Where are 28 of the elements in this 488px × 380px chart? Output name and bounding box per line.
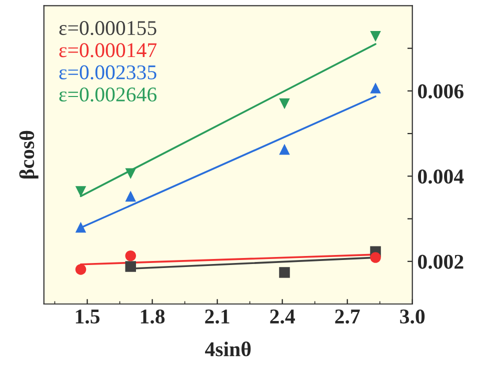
y-axis-title: βcosθ — [19, 130, 38, 178]
x-axis-title: 4sinθ — [205, 342, 251, 356]
x-tick-label: 2.4 — [270, 310, 295, 324]
text: ε=0.002335 — [59, 65, 156, 80]
text: ε=0.000147 — [59, 43, 157, 58]
point — [370, 252, 381, 263]
x-tick-label: 2.7 — [335, 310, 360, 324]
point — [279, 267, 290, 278]
y-tick-label: 0.004 — [418, 170, 464, 184]
point — [125, 261, 136, 272]
point — [279, 98, 290, 110]
point — [370, 82, 381, 94]
point — [370, 31, 381, 42]
x-tick-label: 1.5 — [76, 310, 100, 324]
y-tick-label: 0.006 — [418, 84, 464, 98]
point — [125, 250, 136, 262]
point — [75, 186, 86, 197]
text: ε=0.002646 — [59, 87, 157, 102]
x-tick-label: 2.1 — [205, 310, 230, 324]
point — [125, 190, 136, 202]
x-tick-label: 1.8 — [140, 309, 165, 324]
x-tick-label: 3.0 — [400, 309, 425, 324]
text: ε=0.000155 — [59, 21, 156, 36]
point — [75, 222, 86, 233]
point — [279, 144, 290, 155]
y-tick-label: 0.002 — [418, 254, 464, 269]
point — [75, 264, 86, 275]
point — [125, 168, 136, 179]
